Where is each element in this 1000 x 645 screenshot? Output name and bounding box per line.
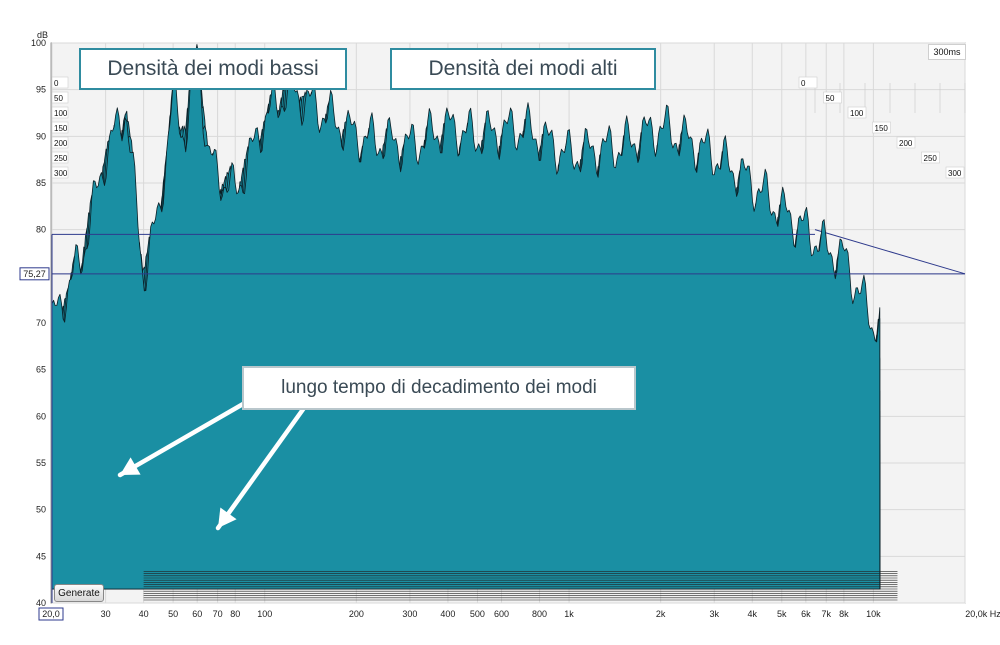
y-tick-label: 40 <box>36 598 46 608</box>
x-tick-label: 100 <box>257 609 272 619</box>
x-tick-label: 600 <box>494 609 509 619</box>
y-axis-unit: dB <box>37 30 48 40</box>
right-slice-label: 300 <box>948 169 962 178</box>
left-slice-label: 300 <box>54 169 68 178</box>
y-tick-label: 85 <box>36 178 46 188</box>
y-axis: dB 100 95 90 85 80 75,27 70 65 60 55 50 45 40 <box>19 30 50 608</box>
x-tick-label: 20,0k Hz <box>965 609 1000 619</box>
x-tick-label: 6k <box>801 609 811 619</box>
arrow-shaft <box>117 397 253 478</box>
low-modes-annotation: Densità dei modi bassi <box>79 48 347 90</box>
perspective-edge <box>814 229 966 275</box>
y-tick-label: 65 <box>36 365 46 375</box>
left-slice-label: 250 <box>54 154 68 163</box>
generate-button[interactable]: Generate <box>54 584 104 602</box>
left-slice-label: 100 <box>54 109 68 118</box>
right-slice-box <box>896 136 916 149</box>
x-tick-label: 400 <box>440 609 455 619</box>
high-modes-annotation: Densità dei modi alti <box>390 48 656 90</box>
waterfall-slice-0 <box>51 44 881 590</box>
cursor-value-label: 75,27 <box>23 269 46 279</box>
x-tick-label: 50 <box>168 609 178 619</box>
x-tick-label: 3k <box>709 609 719 619</box>
left-slice-box <box>51 121 69 134</box>
left-slice-box <box>51 106 69 119</box>
right-slice-box <box>921 151 940 164</box>
x-tick-label: 70 <box>213 609 223 619</box>
right-slice-label: 150 <box>875 124 889 133</box>
y-tick-label: 100 <box>31 38 46 48</box>
right-slice-label: 50 <box>826 94 835 103</box>
x-tick-label: 800 <box>532 609 547 619</box>
annotation-arrows <box>117 397 307 531</box>
right-slice-label: 100 <box>850 109 864 118</box>
y-tick-label: 55 <box>36 458 46 468</box>
left-slice-label: 200 <box>54 139 68 148</box>
right-slice-label: 250 <box>924 154 938 163</box>
left-slice-box <box>51 166 69 179</box>
right-slice-label: 200 <box>899 139 913 148</box>
arrow-head <box>120 457 141 475</box>
x-tick-label: 4k <box>748 609 758 619</box>
x-tick-label: 10k <box>866 609 881 619</box>
left-slice-box <box>51 76 69 89</box>
time-range-label: 300ms <box>928 44 966 60</box>
right-slice-label: 0 <box>801 79 806 88</box>
left-slice-label: 50 <box>54 94 63 103</box>
cursor-line[interactable] <box>51 233 965 603</box>
x-axis: 20,0 30 40 50 60 70 80 100 200 300 400 500 600 800 1k 2… <box>38 607 1000 621</box>
x-start-box <box>38 607 64 621</box>
x-tick-label: 2k <box>656 609 666 619</box>
y-tick-label: 70 <box>36 318 46 328</box>
x-tick-label: 40 <box>139 609 149 619</box>
y-tick-label: 90 <box>36 131 46 141</box>
cursor-value-box <box>19 267 50 281</box>
right-slice-box <box>945 166 965 179</box>
left-slice-box <box>51 91 69 104</box>
y-tick-label: 80 <box>36 225 46 235</box>
left-slice-box <box>51 151 69 164</box>
right-slice-box <box>847 106 867 119</box>
x-tick-label: 5k <box>777 609 787 619</box>
x-tick-label: 500 <box>470 609 485 619</box>
y-tick-label: 45 <box>36 551 46 561</box>
x-tick-label: 1k <box>564 609 574 619</box>
left-slice-box <box>51 136 69 149</box>
y-tick-label: 95 <box>36 85 46 95</box>
x-tick-label: 7k <box>821 609 831 619</box>
x-tick-label: 20,0 <box>42 609 60 619</box>
decay-annotation: lungo tempo di decadimento dei modi <box>242 366 636 410</box>
right-slice-box <box>823 91 842 104</box>
x-tick-label: 60 <box>192 609 202 619</box>
right-slice-box <box>798 76 818 89</box>
left-slice-label: 150 <box>54 124 68 133</box>
y-tick-label: 60 <box>36 411 46 421</box>
arrow-shaft <box>215 405 307 531</box>
x-tick-label: 80 <box>230 609 240 619</box>
right-slice-box <box>872 121 891 134</box>
x-tick-label: 8k <box>839 609 849 619</box>
arrow-head <box>218 507 237 528</box>
x-tick-label: 200 <box>349 609 364 619</box>
slice-time-labels: 0 50 100 150 200 250 300 0 50 100 150 200 250 300 <box>51 76 965 179</box>
left-slice-label: 0 <box>54 79 59 88</box>
y-tick-label: 50 <box>36 505 46 515</box>
x-tick-label: 300 <box>402 609 417 619</box>
x-tick-label: 30 <box>101 609 111 619</box>
